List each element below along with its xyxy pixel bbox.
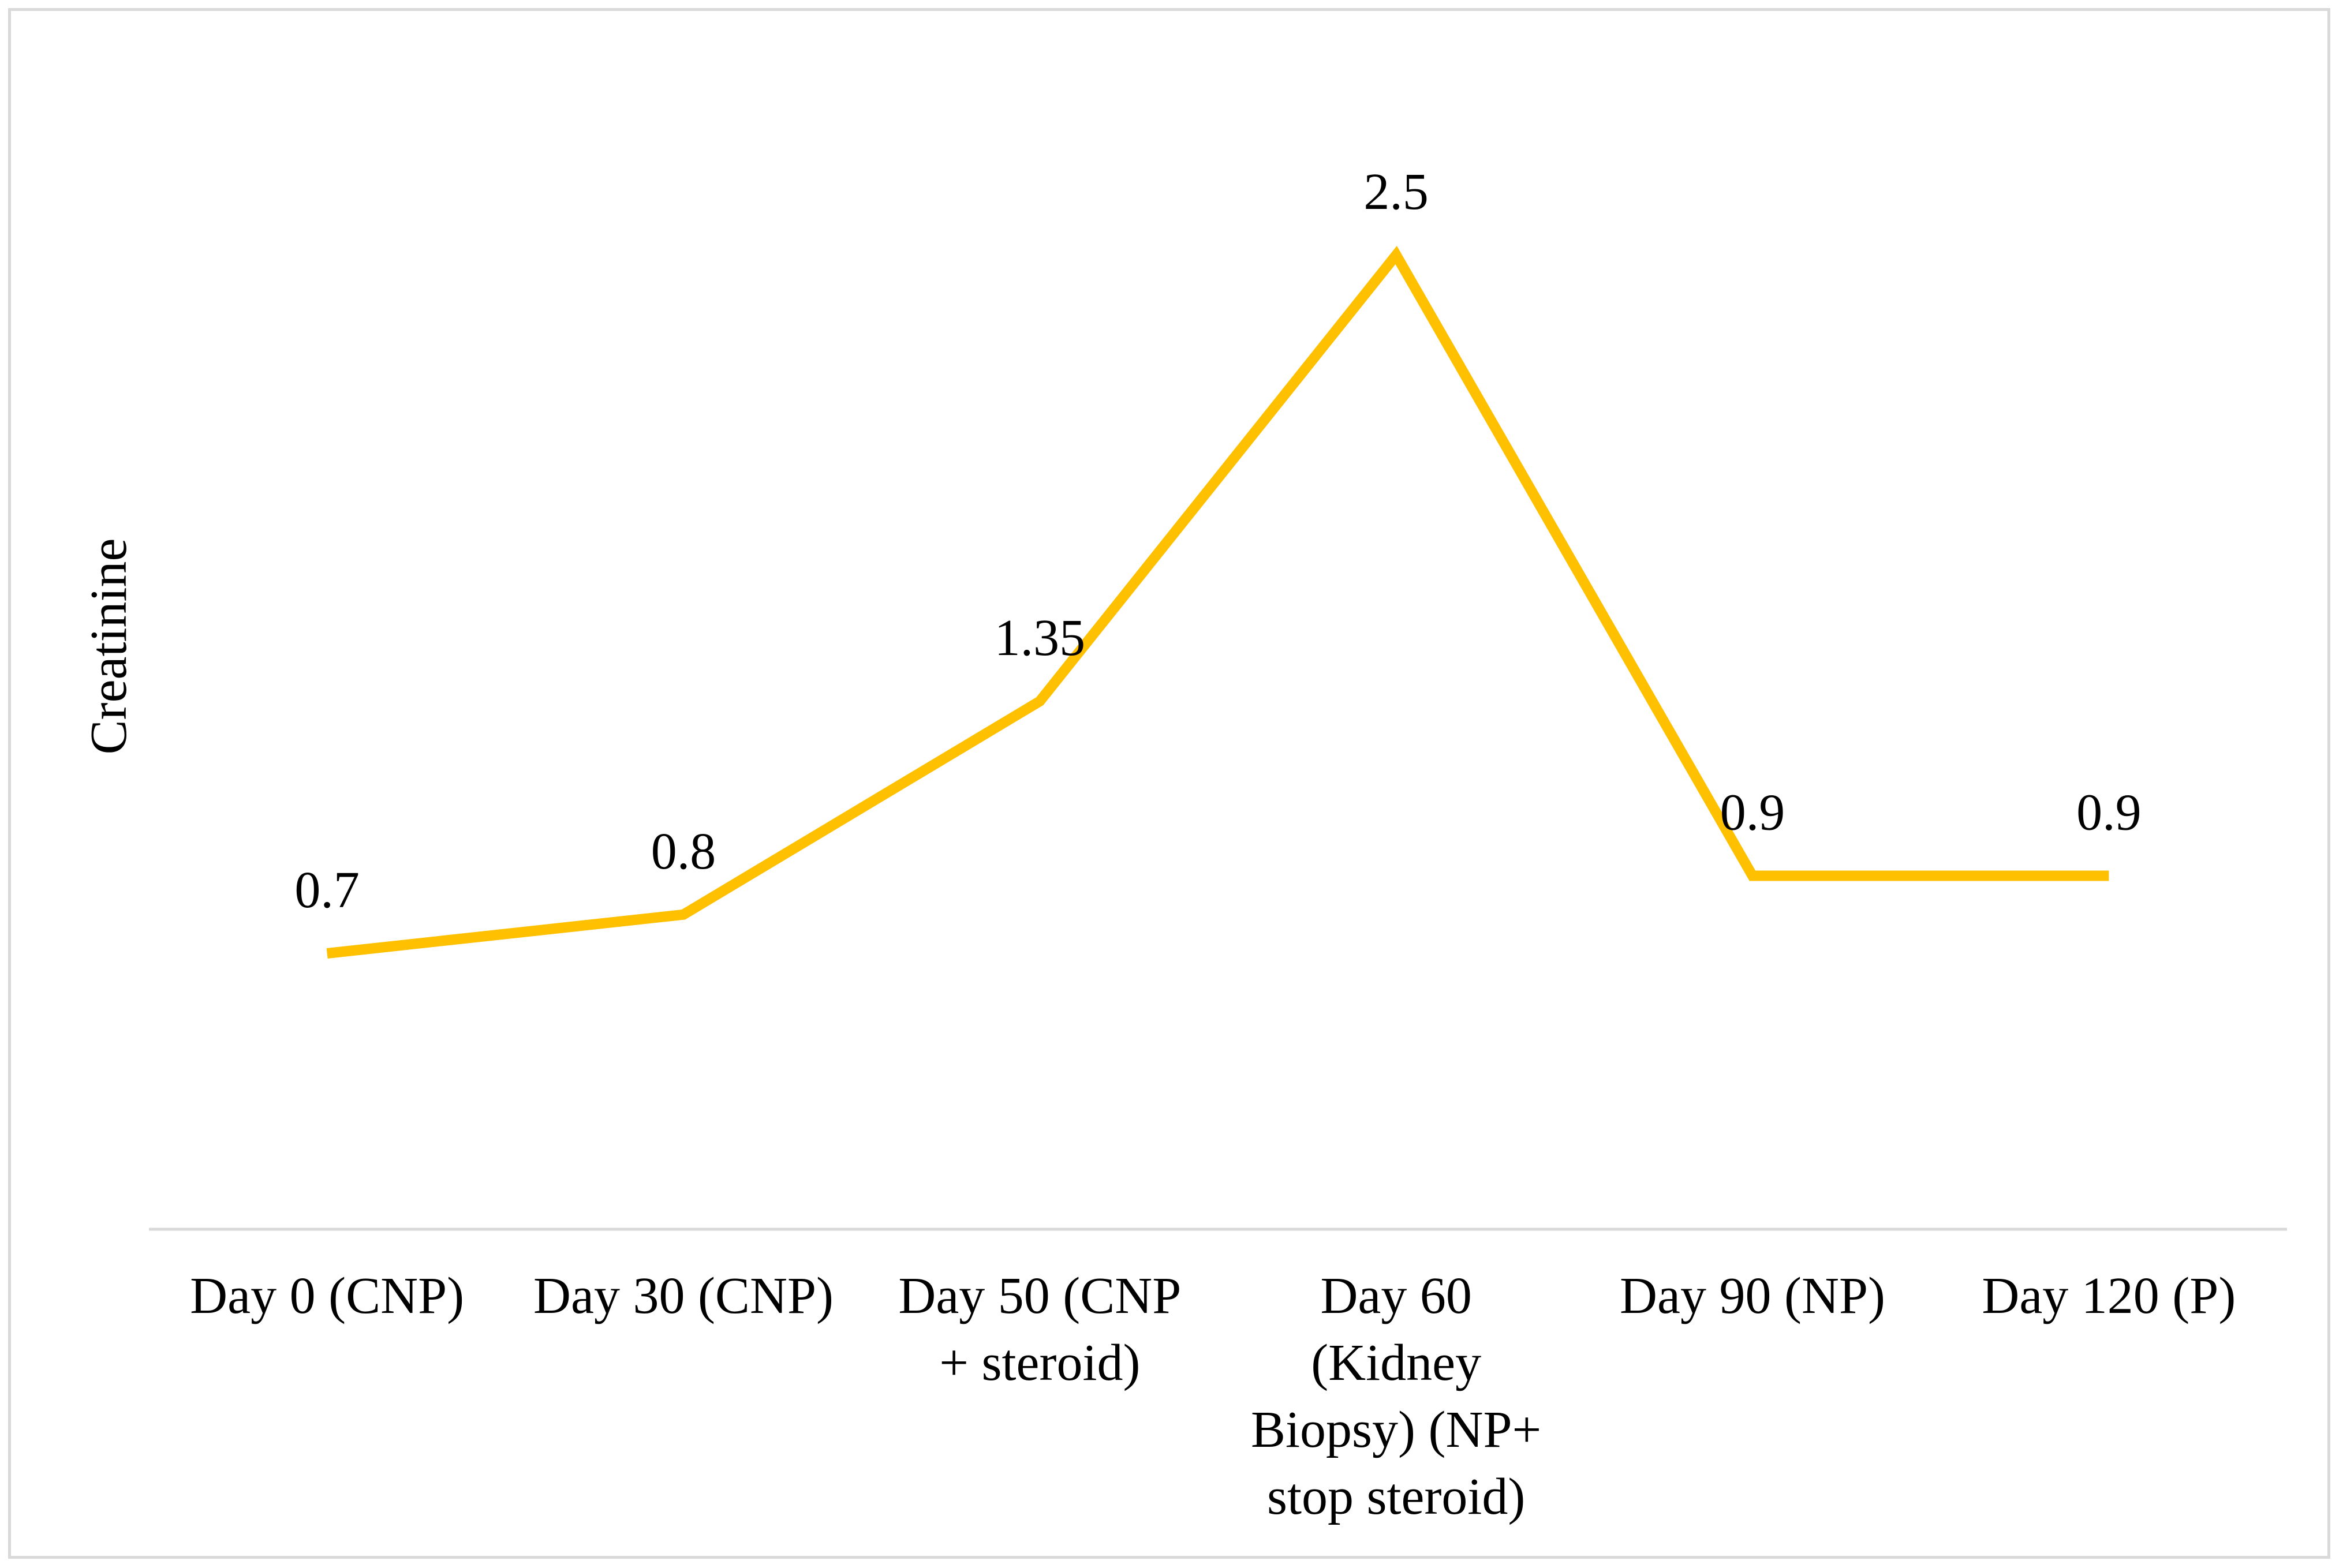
data-labels: 0.7 0.8 1.35 2.5 0.9 0.9 [294,163,2141,919]
x-tick-label: Day 0 (CNP) [190,1267,464,1324]
data-label: 0.9 [2076,784,2142,841]
x-tick-label-line: Day 60 [1320,1267,1471,1324]
data-label: 0.9 [1720,784,1785,841]
x-tick-label-line: Day 90 (NP) [1620,1267,1885,1324]
x-tick-labels: Day 0 (CNP) Day 30 (CNP) Day 50 (CNP + ster… [190,1267,2236,1525]
x-tick-label-line: (Kidney [1311,1334,1481,1391]
x-tick-label: Day 30 (CNP) [533,1267,834,1324]
x-tick-label: Day 90 (NP) [1620,1267,1885,1324]
x-tick-label: Day 50 (CNP + steroid) [898,1267,1181,1391]
x-tick-label-line: stop steroid) [1267,1468,1525,1525]
x-tick-label-line: + steroid) [939,1334,1140,1391]
y-axis-title: Creatinine [80,538,137,755]
series-line [326,246,2109,959]
chart-frame [8,8,2330,1559]
x-tick-label: Day 60 (Kidney Biopsy) (NP+ stop steroid) [1251,1267,1541,1525]
data-label: 0.8 [651,823,716,880]
data-label: 1.35 [995,609,1086,667]
x-tick-label-line: Day 120 (P) [1982,1267,2236,1324]
data-label: 2.5 [1363,163,1429,220]
x-tick-label-line: Day 50 (CNP [898,1267,1181,1324]
data-label: 0.7 [294,862,360,919]
x-tick-label-line: Biopsy) (NP+ [1251,1401,1541,1458]
x-tick-label: Day 120 (P) [1982,1267,2236,1324]
x-tick-label-line: Day 30 (CNP) [533,1267,834,1324]
x-tick-label-line: Day 0 (CNP) [190,1267,464,1324]
